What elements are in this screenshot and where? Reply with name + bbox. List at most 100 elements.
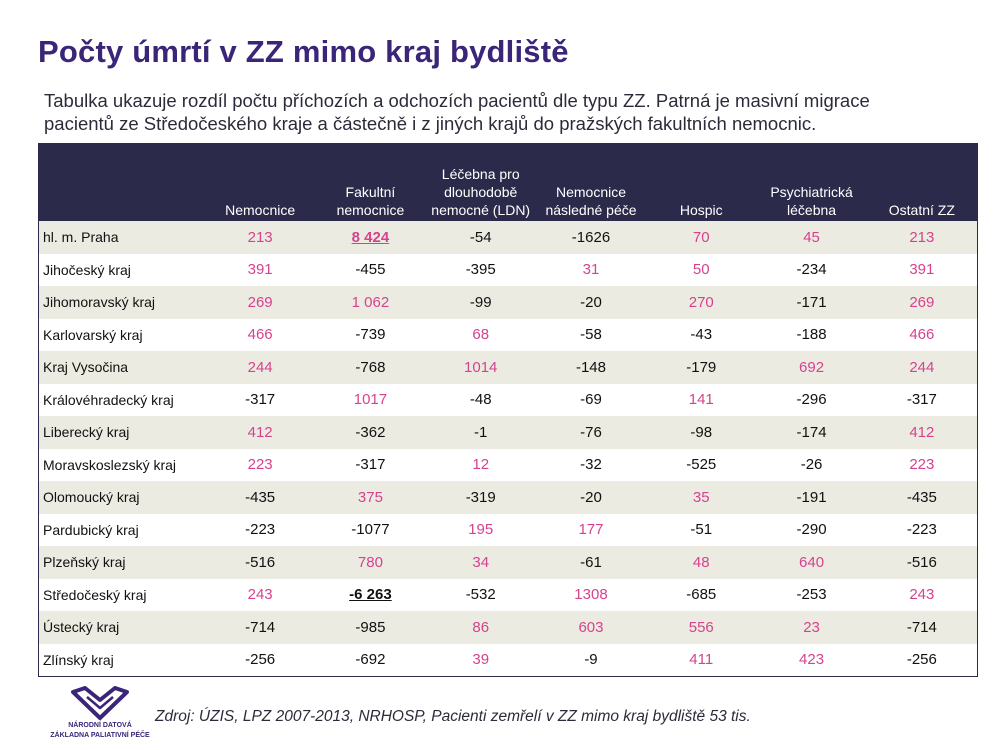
value-cell: -256 — [906, 651, 937, 669]
header-fakultni-nemocnice: Fakultní nemocnice — [336, 184, 405, 218]
table-row: Olomoucký kraj -435 375 -319 -20 35 -191 -435 — [39, 481, 977, 514]
value-cell: 243 — [247, 586, 273, 604]
value-cell: -174 — [796, 423, 827, 441]
value-cell: -43 — [690, 326, 713, 344]
table-row: Plzeňský kraj -516 780 34 -61 48 640 -516 — [39, 546, 977, 579]
value-cell: -435 — [906, 488, 937, 506]
value-cell: 68 — [472, 326, 490, 344]
value-cell: -395 — [465, 261, 496, 279]
region-cell: Zlínský kraj — [43, 651, 114, 668]
header-ostatni-zz: Ostatní ZZ — [888, 202, 955, 218]
region-cell: Královéhradecký kraj — [43, 391, 174, 408]
value-cell: 1017 — [353, 391, 388, 409]
value-cell: -685 — [686, 586, 717, 604]
value-cell: 213 — [909, 228, 935, 246]
table-row: Pardubický kraj -223 -1077 195 177 -51 -290 -22… — [39, 513, 977, 546]
value-cell: -317 — [906, 391, 937, 409]
header-region — [39, 144, 205, 221]
value-cell: -99 — [469, 293, 492, 311]
value-cell: 391 — [909, 261, 935, 279]
table-row: Moravskoslezský kraj 223 -317 12 -32 -525 -26 2… — [39, 448, 977, 481]
value-cell: -296 — [796, 391, 827, 409]
value-cell: -256 — [245, 651, 276, 669]
value-cell: 243 — [909, 586, 935, 604]
region-cell: hl. m. Praha — [43, 229, 119, 246]
value-cell: 195 — [468, 521, 494, 539]
value-cell: 375 — [357, 488, 383, 506]
value-cell: 269 — [247, 293, 273, 311]
value-cell: -455 — [355, 261, 386, 279]
value-cell: 213 — [247, 228, 273, 246]
table-row: Karlovarský kraj 466 -739 68 -58 -43 -188 466 — [39, 318, 977, 351]
value-cell: 423 — [799, 651, 825, 669]
header-hospic: Hospic — [679, 202, 723, 218]
value-cell: 391 — [247, 261, 273, 279]
page-subtitle: Tabulka ukazuje rozdíl počtu příchozích … — [44, 90, 870, 134]
logo-text-line1: NÁRODNÍ DATOVÁ — [68, 722, 132, 729]
value-cell: -525 — [686, 456, 717, 474]
value-cell: -48 — [469, 391, 492, 409]
value-cell: -191 — [796, 488, 827, 506]
value-cell: 692 — [799, 358, 825, 376]
value-cell: -290 — [796, 521, 827, 539]
value-cell: 23 — [803, 618, 820, 636]
table-body: hl. m. Praha 213 8 424 -54 -1626 70 45 213 Jihoč… — [39, 221, 977, 676]
value-cell: 48 — [692, 553, 710, 571]
region-cell: Plzeňský kraj — [43, 554, 126, 571]
value-cell: -51 — [690, 521, 713, 539]
value-cell: -148 — [575, 358, 606, 376]
value-cell: -223 — [245, 521, 276, 539]
value-cell: 780 — [357, 553, 383, 571]
value-cell: -362 — [355, 423, 386, 441]
value-cell: -714 — [906, 618, 937, 636]
value-cell: -20 — [580, 488, 602, 506]
value-cell: -985 — [355, 618, 386, 636]
page-title: Počty úmrtí v ZZ mimo kraj bydliště — [38, 34, 569, 69]
value-cell: 1 062 — [351, 293, 390, 311]
value-cell: -714 — [245, 618, 276, 636]
value-cell: -26 — [800, 456, 823, 474]
value-cell: -171 — [796, 293, 827, 311]
data-table-container: Nemocnice Fakultní nemocnice Léčebna pro d… — [38, 143, 978, 677]
value-cell: 244 — [909, 358, 935, 376]
value-cell: -1077 — [351, 521, 390, 539]
value-cell: 556 — [688, 618, 714, 636]
table-row: Jihočeský kraj 391 -455 -395 31 50 -234 391 — [39, 253, 977, 286]
value-cell: 640 — [799, 553, 825, 571]
value-cell: 466 — [247, 326, 273, 344]
value-cell: -692 — [355, 651, 386, 669]
value-cell: -76 — [580, 423, 602, 441]
source-note: Zdroj: ÚZIS, LPZ 2007-2013, NRHOSP, Paci… — [155, 708, 751, 725]
value-cell: 1014 — [464, 358, 498, 376]
value-cell: -253 — [796, 586, 827, 604]
header-nemocnice: Nemocnice — [225, 202, 296, 218]
value-cell: -1 — [474, 423, 488, 441]
value-cell: 412 — [247, 423, 273, 441]
region-cell: Středočeský kraj — [43, 586, 147, 603]
value-cell: 31 — [582, 261, 600, 279]
value-cell: 141 — [688, 391, 714, 409]
value-cell: 411 — [689, 651, 714, 669]
table-row: Středočeský kraj 243 -6 263 -532 1308 -685 -25… — [39, 578, 977, 611]
value-cell: -532 — [465, 586, 496, 604]
value-cell: -1626 — [571, 228, 611, 246]
header-ldn: Léčebna pro dlouhodobě nemocné (LDN) — [431, 166, 531, 218]
value-cell: -188 — [796, 326, 827, 344]
region-cell: Olomoucký kraj — [43, 489, 140, 506]
region-cell: Jihomoravský kraj — [43, 294, 156, 311]
value-cell: 8 424 — [351, 228, 390, 246]
value-cell: 70 — [692, 228, 710, 246]
value-cell: 244 — [247, 358, 273, 376]
value-cell: 269 — [909, 293, 935, 311]
region-cell: Ústecký kraj — [43, 619, 120, 636]
value-cell: -54 — [469, 228, 492, 246]
region-cell: Kraj Vysočina — [43, 359, 129, 376]
value-cell: 223 — [909, 456, 935, 474]
region-cell: Pardubický kraj — [43, 521, 139, 538]
value-cell: 177 — [578, 521, 604, 539]
table-row: Ústecký kraj -714 -985 86 603 556 23 -714 — [39, 611, 977, 644]
value-cell: -435 — [245, 488, 276, 506]
table-row: Zlínský kraj -256 -692 39 -9 411 423 -256 — [39, 643, 977, 676]
value-cell: -20 — [580, 293, 602, 311]
table-row: Jihomoravský kraj 269 1 062 -99 -20 270 -171 26… — [39, 286, 977, 319]
